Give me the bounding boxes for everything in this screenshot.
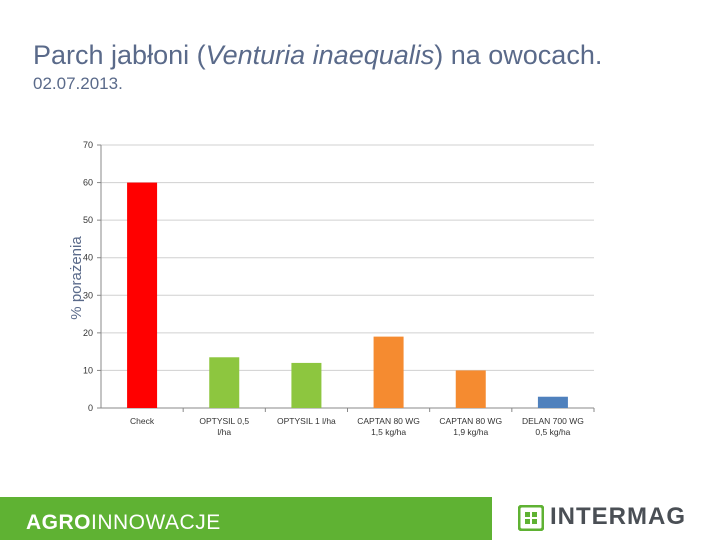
x-tick-label: DELAN 700 WG 0,5 kg/ha [522,416,584,437]
bar [291,362,322,408]
x-tick-label: Check [130,416,155,426]
slide-date: 02.07.2013. [33,74,123,93]
title-latin-name: Venturia inaequalis [205,40,435,70]
footer-brand-rest: INNOWACJE [91,511,221,534]
intermag-logo-text: INTERMAG [550,503,686,530]
y-axis-label: % porażenia [68,236,85,320]
y-tick-label: 70 [83,140,93,150]
footer-brand: AGROINNOWACJE [26,511,221,535]
x-tick-label: CAPTAN 80 WG 1,5 kg/ha [357,416,420,437]
bar [455,370,486,408]
title-suffix: ) na owocach. [434,40,603,70]
footer-bar [0,497,492,540]
x-tick-label: OPTYSIL 0,5 l/ha [199,416,249,437]
slide-title: Parch jabłoni (Venturia inaequalis) na o… [33,40,602,71]
y-tick-label: 40 [83,253,93,263]
x-tick-label: OPTYSIL 1 l/ha [277,416,336,426]
bar [537,396,568,408]
x-tick-label: CAPTAN 80 WG 1,9 kg/ha [439,416,502,437]
bar [127,182,158,408]
footer-brand-bold: AGRO [26,511,91,534]
y-tick-label: 10 [83,365,93,375]
bar [373,336,404,408]
y-tick-label: 60 [83,178,93,188]
bar-chart: 0 10 20 30 40 50 60 70 % porażenia Check OPTYSIL 0… [68,140,595,437]
y-tick-label: 20 [83,328,93,338]
bar [209,357,240,408]
intermag-logo-icon [518,505,544,531]
y-tick-label: 0 [88,403,93,413]
y-tick-label: 50 [83,215,93,225]
title-prefix: Parch jabłoni ( [33,40,206,70]
y-tick-label: 30 [83,290,93,300]
